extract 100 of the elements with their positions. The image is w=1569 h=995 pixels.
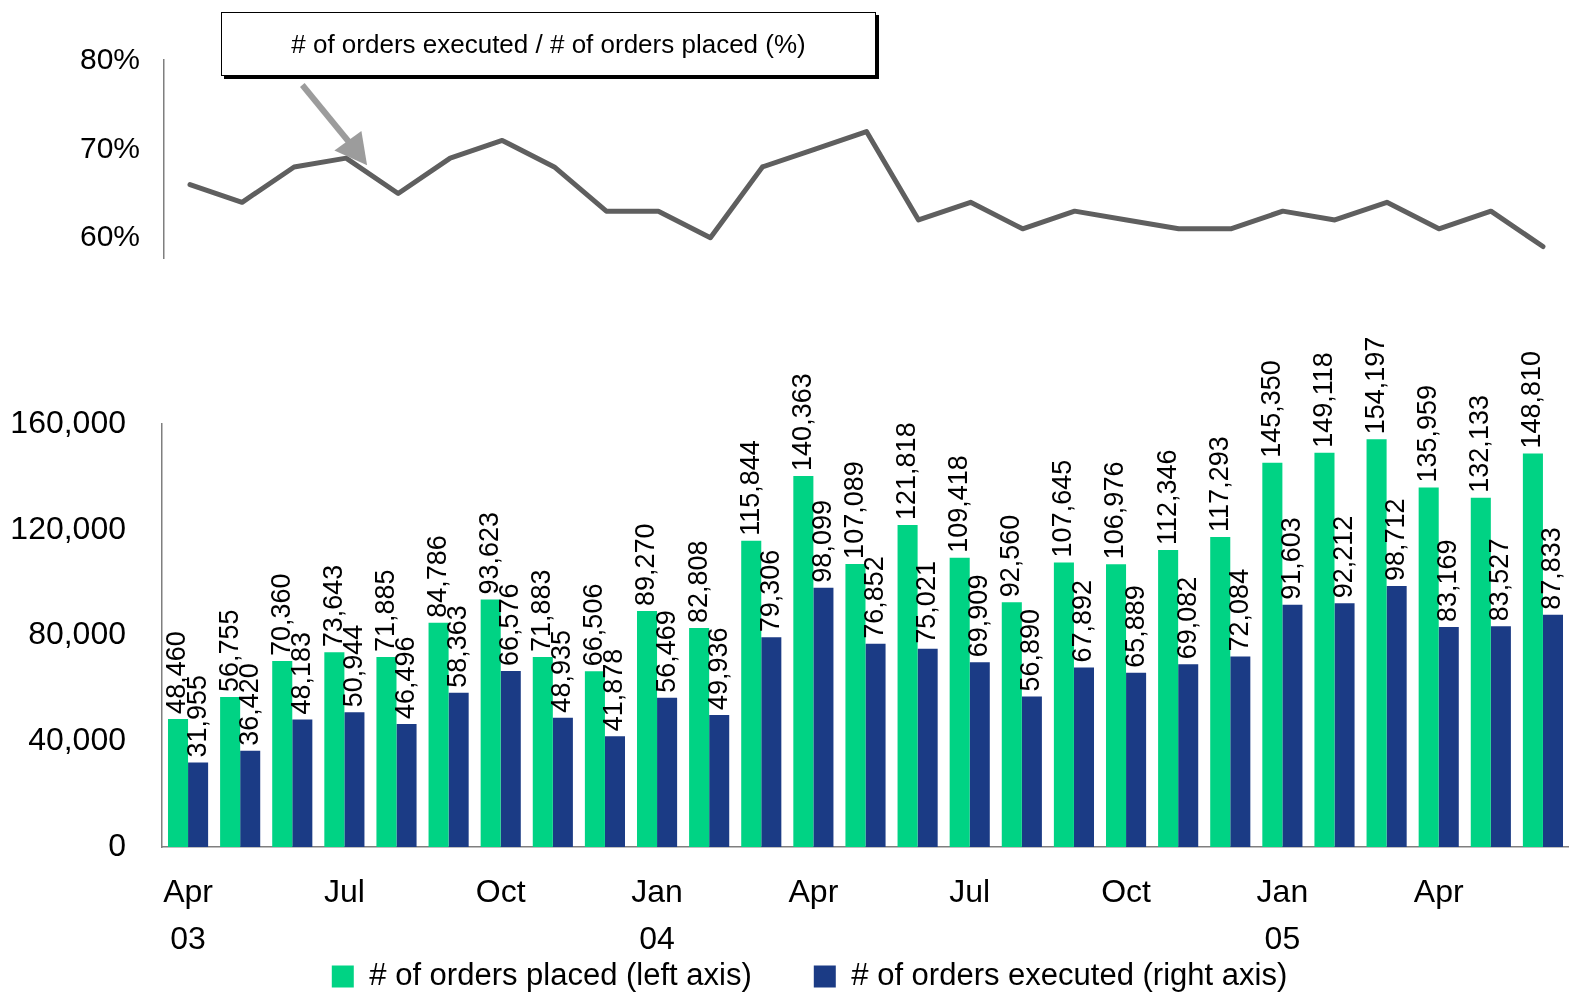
x-tick-label: Apr xyxy=(1413,873,1464,910)
bar xyxy=(845,563,866,847)
bar xyxy=(1105,564,1127,847)
data-label: 87,833 xyxy=(1536,527,1567,610)
bar xyxy=(969,662,990,847)
bar xyxy=(396,724,417,847)
x-tick-label: Apr xyxy=(788,873,839,910)
bar xyxy=(188,762,209,847)
x-tick-label: Jul xyxy=(323,873,365,910)
bar xyxy=(344,712,365,847)
bar xyxy=(1073,667,1095,847)
data-label: 98,712 xyxy=(1380,498,1411,582)
x-tick-label: Oct xyxy=(475,873,526,910)
data-label: 145,350 xyxy=(1255,360,1286,458)
x-tick-label: Oct xyxy=(1101,873,1152,910)
bar xyxy=(532,656,553,847)
y-tick-label: 40,000 xyxy=(28,721,126,758)
bar xyxy=(1021,696,1042,847)
bar xyxy=(813,587,834,847)
x-tick-label: Jan 04 xyxy=(631,873,683,957)
bar xyxy=(500,670,521,847)
data-label: 83,527 xyxy=(1484,538,1515,622)
bar xyxy=(657,697,678,847)
data-label: 67,892 xyxy=(1067,579,1098,663)
data-label: 107,089 xyxy=(838,461,869,559)
legend-label: # of orders executed (right axis) xyxy=(851,957,1288,993)
data-label: 92,560 xyxy=(995,514,1026,598)
bar xyxy=(1418,487,1439,847)
bar xyxy=(689,628,710,847)
bar xyxy=(428,622,449,847)
data-label: 115,844 xyxy=(734,440,765,536)
bar xyxy=(1490,626,1511,847)
data-label: 49,936 xyxy=(702,627,733,710)
data-label: 56,890 xyxy=(1015,609,1046,692)
data-label: 121,818 xyxy=(891,422,922,520)
y-tick-label: 80,000 xyxy=(28,615,126,652)
data-label: 112,346 xyxy=(1151,449,1182,545)
bar xyxy=(1282,604,1303,847)
bar xyxy=(1158,549,1179,847)
data-label: 69,909 xyxy=(963,574,994,658)
data-label: 135,959 xyxy=(1412,384,1443,483)
y-tick-label: 160,000 xyxy=(10,403,126,440)
data-label: 91,603 xyxy=(1275,517,1306,600)
y-tick-label: 80% xyxy=(79,42,140,76)
bar xyxy=(1366,439,1387,847)
data-label: 82,808 xyxy=(682,540,713,624)
data-label: 69,082 xyxy=(1171,576,1202,660)
bar xyxy=(761,637,782,847)
bar xyxy=(272,660,293,847)
bar xyxy=(584,671,605,847)
bar xyxy=(1542,614,1564,847)
bar xyxy=(1210,536,1231,847)
bar xyxy=(220,696,241,847)
bar xyxy=(552,717,573,847)
bar xyxy=(865,643,886,847)
data-label: 107,645 xyxy=(1047,459,1078,558)
data-label: 65,889 xyxy=(1119,585,1150,668)
bar xyxy=(636,610,658,847)
data-label: 98,099 xyxy=(806,500,837,583)
bar xyxy=(949,557,970,847)
data-label: 154,197 xyxy=(1360,336,1391,435)
data-label: 89,270 xyxy=(630,523,661,606)
data-label: 76,852 xyxy=(858,556,889,639)
bar xyxy=(604,736,626,847)
data-label: 140,363 xyxy=(786,373,817,471)
data-label: 92,212 xyxy=(1327,515,1358,599)
data-label: 56,469 xyxy=(650,610,681,693)
bar xyxy=(240,750,261,847)
bar xyxy=(793,475,814,847)
bar xyxy=(448,692,469,847)
bar xyxy=(1053,562,1074,847)
data-label: 117,293 xyxy=(1203,436,1234,532)
bar xyxy=(1262,462,1283,847)
bar xyxy=(1314,452,1335,847)
data-label: 79,306 xyxy=(754,549,785,633)
bar xyxy=(709,714,730,847)
data-label: 149,118 xyxy=(1307,352,1338,448)
bar xyxy=(1126,672,1147,847)
y-tick-label: 120,000 xyxy=(10,509,126,546)
bar xyxy=(897,524,918,847)
bar xyxy=(1178,664,1199,847)
legend-label: # of orders placed (left axis) xyxy=(369,957,752,993)
bar xyxy=(167,718,189,847)
y-tick-label: 60% xyxy=(79,218,140,252)
x-tick-label: Apr 03 xyxy=(163,873,214,957)
bar xyxy=(1230,656,1251,847)
x-tick-label: Jan 05 xyxy=(1256,873,1309,957)
bar xyxy=(1386,586,1407,847)
bar xyxy=(917,648,938,847)
bar xyxy=(741,540,762,847)
bar xyxy=(1334,603,1355,847)
bar xyxy=(292,719,313,847)
data-label: 148,810 xyxy=(1516,350,1547,449)
data-label: 83,169 xyxy=(1432,539,1463,623)
bar xyxy=(1470,497,1491,847)
data-label: 109,418 xyxy=(943,455,974,553)
bar xyxy=(376,656,397,847)
x-tick-label: Jul xyxy=(949,873,991,910)
bar xyxy=(324,652,345,847)
y-tick-label: 70% xyxy=(79,130,140,164)
